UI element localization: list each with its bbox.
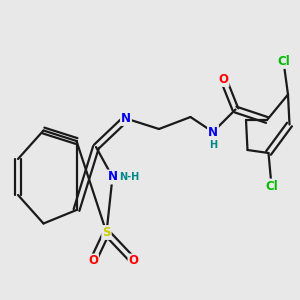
Text: O: O — [218, 73, 229, 86]
Text: N: N — [121, 112, 131, 125]
Text: N: N — [208, 125, 218, 139]
Text: H: H — [209, 140, 217, 150]
Text: Cl: Cl — [265, 179, 278, 193]
Text: Cl: Cl — [277, 55, 290, 68]
Text: O: O — [128, 254, 139, 268]
Text: S: S — [102, 226, 111, 239]
Text: N-H: N-H — [119, 172, 139, 182]
Text: O: O — [88, 254, 98, 268]
Text: N: N — [107, 170, 118, 184]
